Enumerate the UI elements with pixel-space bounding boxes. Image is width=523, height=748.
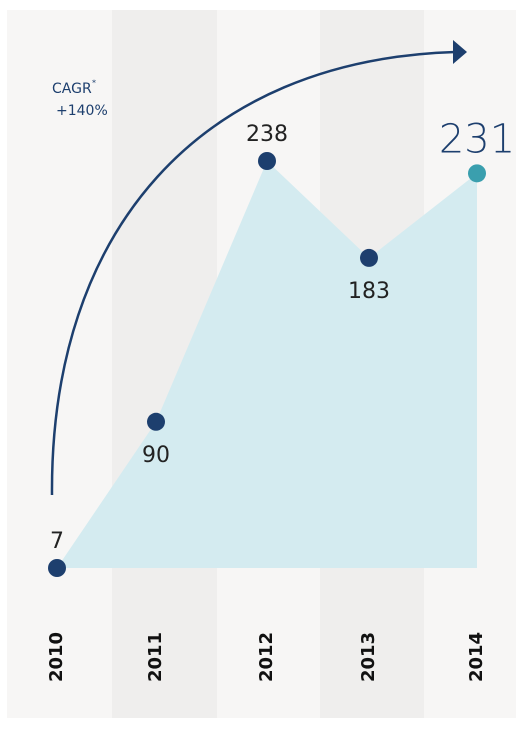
cagr-value: +140% — [56, 103, 108, 119]
value-label: 183 — [348, 279, 390, 304]
cagr-label: CAGR — [52, 81, 92, 97]
value-label: 238 — [246, 122, 288, 147]
point — [147, 412, 165, 431]
point — [468, 164, 486, 183]
point — [258, 152, 276, 170]
point — [360, 248, 378, 267]
cagr-footnote-mark: * — [92, 79, 96, 88]
x-tick-label: 2011 — [145, 632, 166, 682]
point — [48, 559, 66, 577]
x-tick-label: 2014 — [466, 632, 487, 682]
value-label: 7 — [50, 529, 64, 554]
x-tick-label: 2012 — [256, 632, 277, 682]
cagr-arrowhead — [453, 40, 467, 64]
x-tick-label: 2010 — [46, 632, 67, 682]
plot — [48, 152, 486, 577]
cagr-arrow — [50, 50, 456, 496]
value-label: 231 — [439, 116, 515, 162]
x-tick-label: 2013 — [358, 632, 379, 682]
value-label: 90 — [142, 443, 170, 468]
